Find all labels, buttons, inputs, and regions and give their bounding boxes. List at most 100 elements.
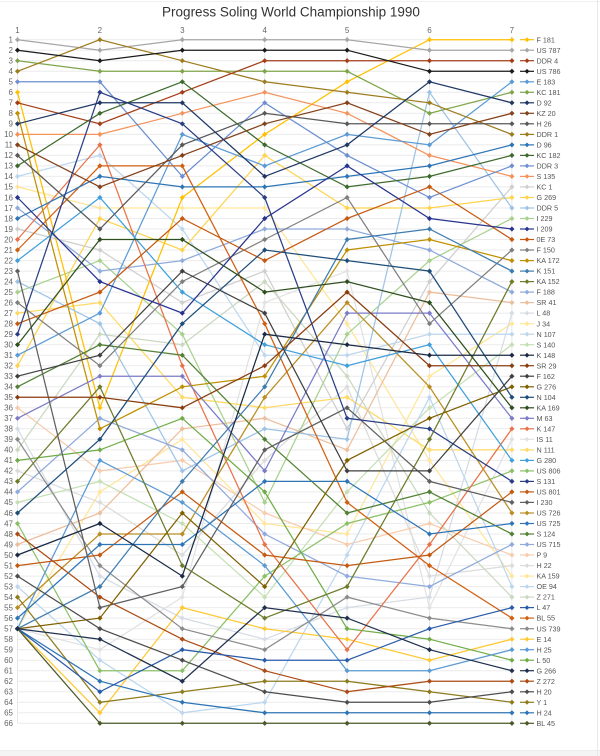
svg-text:62: 62 [4, 677, 13, 686]
svg-text:11: 11 [5, 141, 14, 150]
svg-text:KZ 20: KZ 20 [537, 109, 556, 118]
svg-text:L 47: L 47 [537, 603, 551, 612]
svg-text:4: 4 [262, 26, 267, 35]
svg-text:9: 9 [9, 120, 14, 129]
svg-text:7: 7 [9, 99, 14, 108]
svg-text:G 276: G 276 [537, 382, 557, 391]
svg-text:40: 40 [4, 446, 13, 455]
svg-text:H 26: H 26 [537, 119, 552, 128]
svg-text:42: 42 [4, 467, 13, 476]
svg-text:F 150: F 150 [537, 246, 555, 255]
svg-text:55: 55 [4, 603, 13, 612]
svg-text:51: 51 [4, 561, 13, 570]
svg-text:DDR 5: DDR 5 [537, 204, 559, 213]
svg-text:N 107: N 107 [537, 330, 556, 339]
svg-text:K 151: K 151 [537, 267, 556, 276]
svg-text:43: 43 [4, 477, 13, 486]
svg-text:KC 181: KC 181 [537, 88, 561, 97]
svg-text:39: 39 [4, 435, 13, 444]
svg-text:17: 17 [4, 204, 13, 213]
svg-text:IS 11: IS 11 [537, 435, 553, 444]
svg-text:S 135: S 135 [537, 172, 556, 181]
svg-text:25: 25 [4, 288, 13, 297]
svg-text:E 183: E 183 [537, 77, 556, 86]
svg-text:DDR 1: DDR 1 [537, 130, 559, 139]
svg-text:2: 2 [9, 46, 14, 55]
svg-text:32: 32 [4, 362, 13, 371]
svg-text:KC 182: KC 182 [537, 151, 561, 160]
svg-text:7: 7 [510, 26, 515, 35]
svg-text:US 801: US 801 [537, 488, 561, 497]
svg-text:US 739: US 739 [537, 624, 561, 633]
svg-text:6: 6 [9, 88, 14, 97]
svg-text:E 14: E 14 [537, 635, 552, 644]
svg-text:H 25: H 25 [537, 645, 552, 654]
svg-text:19: 19 [4, 225, 13, 234]
svg-text:49: 49 [4, 540, 13, 549]
svg-text:50: 50 [4, 551, 13, 560]
svg-text:DDR 3: DDR 3 [537, 162, 559, 171]
svg-text:US 726: US 726 [537, 509, 561, 518]
svg-text:6: 6 [427, 26, 432, 35]
svg-text:66: 66 [4, 719, 13, 728]
svg-text:33: 33 [4, 372, 13, 381]
svg-text:I 229: I 229 [537, 214, 553, 223]
svg-text:S 131: S 131 [537, 477, 556, 486]
svg-text:27: 27 [4, 309, 13, 318]
svg-text:I 209: I 209 [537, 225, 553, 234]
svg-text:BL 55: BL 55 [537, 614, 556, 623]
svg-text:1: 1 [9, 36, 14, 45]
svg-text:26: 26 [4, 298, 13, 307]
svg-text:M 63: M 63 [537, 414, 553, 423]
svg-text:31: 31 [4, 351, 13, 360]
svg-text:KC 1: KC 1 [537, 183, 553, 192]
svg-text:47: 47 [4, 519, 13, 528]
svg-text:23: 23 [4, 267, 13, 276]
svg-text:4: 4 [9, 67, 14, 76]
svg-text:H 22: H 22 [537, 561, 552, 570]
svg-text:Z 271: Z 271 [537, 593, 555, 602]
svg-text:OE 94: OE 94 [537, 582, 557, 591]
svg-text:I 230: I 230 [537, 498, 553, 507]
svg-text:18: 18 [4, 214, 13, 223]
svg-text:US 806: US 806 [537, 467, 561, 476]
svg-text:DDR 4: DDR 4 [537, 56, 559, 65]
svg-text:Progress Soling World Champion: Progress Soling World Championship 1990 [162, 5, 420, 20]
svg-text:5: 5 [9, 78, 14, 87]
svg-text:64: 64 [4, 698, 13, 707]
svg-text:37: 37 [4, 414, 13, 423]
svg-text:60: 60 [4, 656, 13, 665]
svg-text:K 148: K 148 [537, 351, 556, 360]
svg-text:12: 12 [4, 151, 13, 160]
svg-text:29: 29 [4, 330, 13, 339]
svg-text:22: 22 [4, 256, 13, 265]
svg-text:48: 48 [4, 530, 13, 539]
svg-text:61: 61 [4, 667, 13, 676]
svg-text:KA 169: KA 169 [537, 403, 560, 412]
svg-text:56: 56 [4, 614, 13, 623]
svg-text:53: 53 [4, 582, 13, 591]
svg-text:38: 38 [4, 425, 13, 434]
svg-text:10: 10 [4, 130, 13, 139]
svg-text:S 124: S 124 [537, 530, 556, 539]
svg-text:Y 1: Y 1 [537, 698, 548, 707]
svg-text:15: 15 [4, 183, 13, 192]
svg-text:KA 159: KA 159 [537, 572, 560, 581]
svg-text:59: 59 [4, 646, 13, 655]
svg-text:0E 73: 0E 73 [537, 235, 556, 244]
svg-text:1: 1 [15, 26, 20, 35]
svg-text:65: 65 [4, 709, 13, 718]
svg-text:F 162: F 162 [537, 372, 555, 381]
svg-text:24: 24 [4, 277, 13, 286]
svg-text:44: 44 [4, 488, 13, 497]
svg-text:P 9: P 9 [537, 551, 548, 560]
svg-text:57: 57 [4, 625, 13, 634]
svg-text:30: 30 [4, 341, 13, 350]
svg-text:Z 272: Z 272 [537, 677, 555, 686]
svg-text:N 104: N 104 [537, 393, 556, 402]
svg-text:34: 34 [4, 383, 13, 392]
svg-text:46: 46 [4, 509, 13, 518]
svg-text:45: 45 [4, 498, 13, 507]
svg-text:D 92: D 92 [537, 98, 552, 107]
svg-text:36: 36 [4, 404, 13, 413]
